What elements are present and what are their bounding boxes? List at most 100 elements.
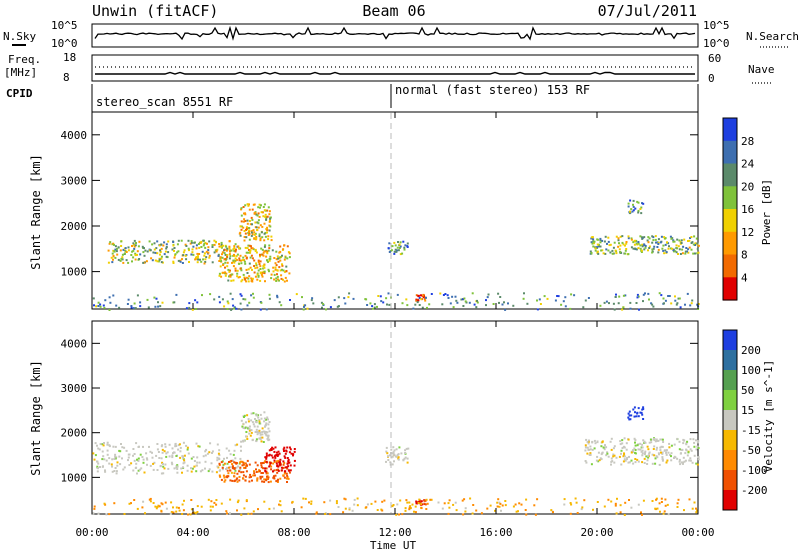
echo-cell-6 xyxy=(641,454,644,457)
echo-cell-1 xyxy=(255,440,258,442)
echo-cell-0 xyxy=(228,253,231,256)
echo-cell-6 xyxy=(641,446,644,449)
echo-cell-5 xyxy=(416,502,419,505)
echo-cell-2 xyxy=(260,273,263,276)
echo-cell-8 xyxy=(691,507,694,510)
echo-cell-1 xyxy=(250,412,253,415)
echo-cell-7 xyxy=(564,296,567,299)
echo-cell-5 xyxy=(657,241,660,244)
echo-cell-1 xyxy=(266,416,269,419)
echo-cell-3 xyxy=(274,456,277,459)
echo-cell-1 xyxy=(256,229,259,231)
echo-cell-1 xyxy=(240,228,243,231)
echo-cell-2 xyxy=(287,251,290,254)
echo-cell-6 xyxy=(643,453,646,456)
echo-cell-2 xyxy=(226,265,229,268)
colorbar-swatch xyxy=(723,430,737,451)
echo-cell-2 xyxy=(235,255,238,258)
echo-cell-7 xyxy=(95,305,98,308)
echo-cell-4 xyxy=(420,294,422,297)
echo-cell-0 xyxy=(182,466,184,469)
echo-cell-8 xyxy=(213,501,216,504)
echo-cell-5 xyxy=(625,248,628,250)
echo-cell-1 xyxy=(268,421,271,423)
echo-cell-2 xyxy=(273,477,276,480)
echo-cell-5 xyxy=(676,247,679,250)
echo-cell-0 xyxy=(112,254,115,257)
echo-cell-7 xyxy=(418,304,421,306)
power-colorbar-tick: 12 xyxy=(741,226,754,239)
echo-cell-0 xyxy=(182,462,185,465)
echo-cell-8 xyxy=(156,506,159,508)
echo-cell-6 xyxy=(681,448,684,451)
echo-cell-7 xyxy=(175,293,178,296)
echo-cell-0 xyxy=(231,261,233,264)
echo-cell-2 xyxy=(225,245,228,248)
echo-cell-7 xyxy=(462,298,464,301)
echo-cell-7 xyxy=(674,295,676,298)
echo-cell-5 xyxy=(668,245,670,248)
echo-cell-0 xyxy=(234,457,237,460)
echo-cell-7 xyxy=(161,301,164,304)
echo-cell-0 xyxy=(208,254,211,257)
echo-cell-5 xyxy=(648,245,651,248)
echo-cell-7 xyxy=(226,308,229,310)
echo-cell-7 xyxy=(663,302,665,305)
echo-cell-8 xyxy=(165,507,168,510)
echo-cell-2 xyxy=(268,270,270,273)
echo-cell-6 xyxy=(679,463,682,466)
echo-cell-3 xyxy=(269,462,272,465)
echo-cell-2 xyxy=(218,464,221,466)
echo-cell-1 xyxy=(266,215,269,218)
echo-cell-0 xyxy=(195,256,197,259)
echo-cell-6 xyxy=(661,451,664,454)
echo-cell-0 xyxy=(193,465,196,468)
nsky-trace xyxy=(94,25,696,41)
echo-cell-1 xyxy=(245,229,247,231)
echo-cell-0 xyxy=(114,445,117,448)
echo-cell-6 xyxy=(596,455,599,458)
echo-cell-0 xyxy=(96,465,99,468)
echo-cell-2 xyxy=(243,276,246,279)
echo-cell-1 xyxy=(250,230,253,233)
echo-cell-8 xyxy=(534,513,537,516)
echo-cell-2 xyxy=(277,257,280,260)
echo-cell-0 xyxy=(127,456,130,459)
echo-cell-6 xyxy=(667,451,670,454)
echo-cell-3 xyxy=(265,460,268,463)
echo-cell-2 xyxy=(265,479,268,482)
echo-cell-1 xyxy=(242,206,245,208)
echo-cell-8 xyxy=(190,499,193,501)
echo-cell-7 xyxy=(633,415,636,418)
echo-cell-8 xyxy=(628,499,630,501)
echo-cell-0 xyxy=(185,258,188,261)
echo-cell-1 xyxy=(255,213,258,216)
echo-cell-0 xyxy=(218,454,221,457)
echo-cell-4 xyxy=(424,299,427,302)
y-tick-label: 1000 xyxy=(61,471,88,484)
echo-cell-1 xyxy=(254,431,257,433)
echo-cell-0 xyxy=(127,459,129,462)
echo-cell-2 xyxy=(259,253,261,256)
echo-cell-7 xyxy=(686,292,689,295)
echo-cell-6 xyxy=(594,442,597,445)
echo-cell-2 xyxy=(238,247,241,250)
echo-cell-6 xyxy=(656,456,659,459)
echo-cell-6 xyxy=(666,459,669,462)
echo-cell-7 xyxy=(678,297,681,300)
echo-cell-7 xyxy=(512,304,515,307)
echo-cell-7 xyxy=(109,301,112,304)
echo-cell-4 xyxy=(397,458,400,461)
velocity-colorbar-tick: 50 xyxy=(741,384,754,397)
echo-cell-4 xyxy=(386,452,389,455)
colorbar-swatch xyxy=(723,277,737,301)
echo-cell-7 xyxy=(444,293,447,295)
echo-cell-5 xyxy=(644,246,647,249)
echo-cell-2 xyxy=(233,472,236,475)
echo-cell-6 xyxy=(591,441,594,444)
echo-cell-5 xyxy=(611,249,614,252)
echo-cell-1 xyxy=(247,204,250,207)
echo-cell-5 xyxy=(630,237,633,240)
echo-cell-2 xyxy=(275,277,278,280)
echo-cell-2 xyxy=(250,280,253,282)
